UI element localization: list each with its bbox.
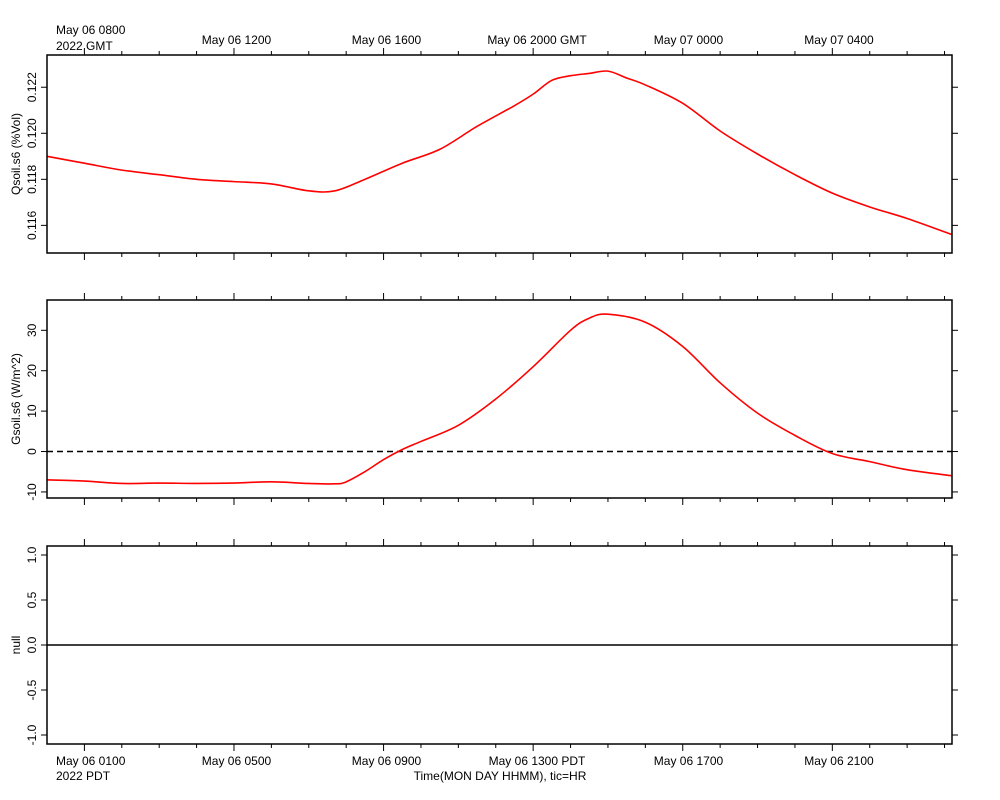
y-tick-label: 0 bbox=[25, 448, 39, 455]
top-time-label: May 06 1600 bbox=[352, 33, 422, 47]
plot-frame bbox=[46, 545, 953, 745]
y-tick-label: 0.0 bbox=[25, 636, 39, 653]
y-tick-label: 10 bbox=[25, 404, 39, 418]
bottom-time-label: May 06 1300 PDT bbox=[489, 754, 586, 768]
top-left-timezone-label: 2022 GMT bbox=[56, 39, 113, 53]
bottom-left-time-label: May 06 0100 bbox=[56, 754, 126, 768]
top-time-label: May 07 0000 bbox=[654, 33, 724, 47]
y-tick-label: -10 bbox=[25, 483, 39, 501]
series-line bbox=[46, 70, 953, 236]
y-axis-title: Gsoil.s6 (W/m^2) bbox=[9, 353, 23, 445]
y-tick-label: -1.0 bbox=[25, 724, 39, 745]
y-tick-label: 0.5 bbox=[25, 591, 39, 608]
series-line bbox=[46, 313, 953, 485]
bottom-time-label: May 06 0900 bbox=[352, 754, 422, 768]
panel-gsoil: -10 0 10 20 30 Gsoil.s6 (W/m^2) bbox=[9, 293, 958, 505]
bottom-time-label: May 06 1700 bbox=[654, 754, 724, 768]
top-time-label: May 06 2000 GMT bbox=[487, 33, 587, 47]
panel-null: -1.0 -0.5 0.0 0.5 1.0 null bbox=[9, 539, 958, 751]
y-axis-title: Qsoil.s6 (%Vol) bbox=[9, 113, 23, 195]
plot-frame bbox=[46, 299, 953, 499]
y-tick-label: 0.120 bbox=[25, 118, 39, 148]
y-tick-label: 0.118 bbox=[25, 164, 39, 193]
top-time-label: May 07 0400 bbox=[804, 33, 874, 47]
y-tick-label: -0.5 bbox=[25, 679, 39, 700]
y-tick-label: 30 bbox=[25, 323, 39, 337]
y-tick-label: 0.116 bbox=[25, 210, 39, 239]
top-time-label: May 06 1200 bbox=[202, 33, 272, 47]
bottom-time-label: May 06 2100 bbox=[804, 754, 874, 768]
top-left-time-label: May 06 0800 bbox=[56, 23, 126, 37]
y-tick-label: 0.122 bbox=[25, 72, 39, 102]
y-tick-label: 1.0 bbox=[25, 546, 39, 563]
y-tick-label: 20 bbox=[25, 364, 39, 378]
y-axis-title: null bbox=[9, 636, 23, 655]
x-axis-title: Time(MON DAY HHMM), tic=HR bbox=[414, 769, 587, 783]
bottom-time-label: May 06 0500 bbox=[202, 754, 272, 768]
plot-frame bbox=[46, 54, 953, 254]
bottom-left-timezone-label: 2022 PDT bbox=[56, 769, 111, 783]
